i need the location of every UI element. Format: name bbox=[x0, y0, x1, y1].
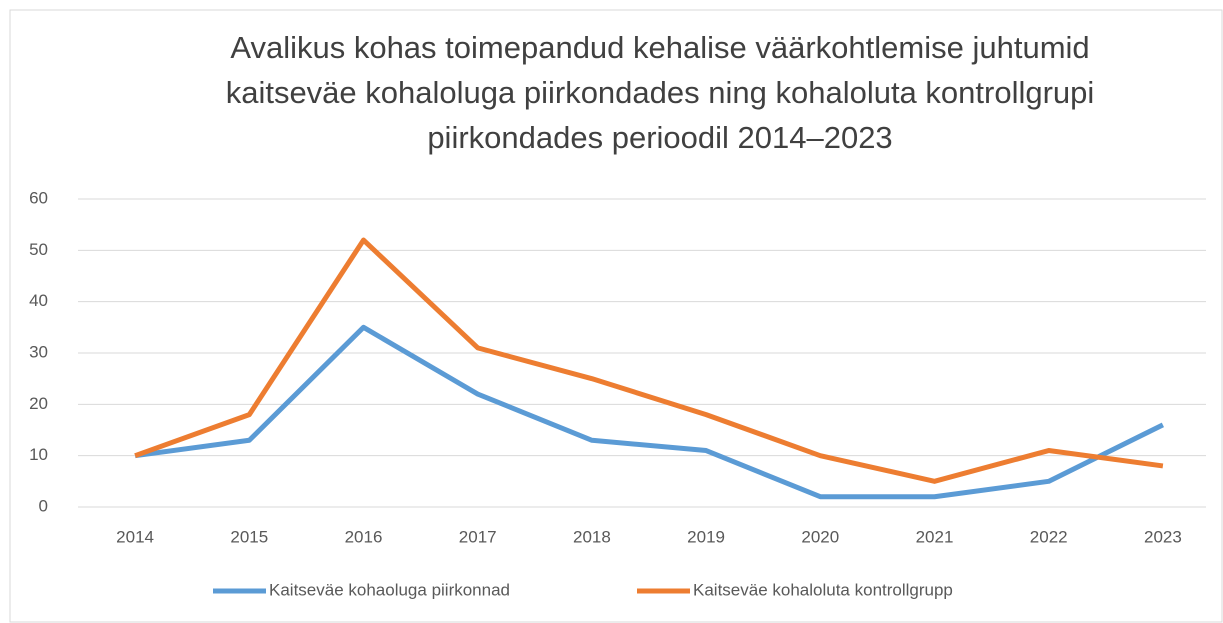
chart-title: piirkondades perioodil 2014–2023 bbox=[427, 120, 892, 155]
x-tick-label: 2018 bbox=[573, 527, 611, 546]
x-tick-label: 2017 bbox=[459, 527, 497, 546]
y-tick-label: 10 bbox=[29, 445, 48, 464]
chart-title: kaitseväe kohaloluga piirkondades ning k… bbox=[226, 75, 1095, 110]
x-tick-label: 2023 bbox=[1144, 527, 1182, 546]
y-tick-label: 30 bbox=[29, 342, 48, 361]
y-tick-label: 50 bbox=[29, 240, 48, 259]
x-tick-label: 2019 bbox=[687, 527, 725, 546]
x-tick-label: 2020 bbox=[801, 527, 839, 546]
series-line bbox=[134, 237, 1164, 484]
x-tick-label: 2015 bbox=[230, 527, 268, 546]
legend-label: Kaitseväe kohaloluta kontrollgrupp bbox=[693, 580, 953, 599]
y-tick-label: 0 bbox=[39, 496, 48, 515]
x-tick-label: 2021 bbox=[916, 527, 954, 546]
series-line bbox=[134, 324, 1165, 500]
y-tick-label: 40 bbox=[29, 291, 48, 310]
chart-frame bbox=[9, 9, 1223, 623]
chart-title: Avalikus kohas toimepandud kehalise väär… bbox=[230, 30, 1089, 65]
x-tick-label: 2014 bbox=[116, 527, 154, 546]
y-tick-label: 60 bbox=[29, 188, 48, 207]
legend-label: Kaitseväe kohaoluga piirkonnad bbox=[269, 580, 510, 599]
x-tick-label: 2016 bbox=[345, 527, 383, 546]
x-tick-label: 2022 bbox=[1030, 527, 1068, 546]
y-tick-label: 20 bbox=[29, 394, 48, 413]
